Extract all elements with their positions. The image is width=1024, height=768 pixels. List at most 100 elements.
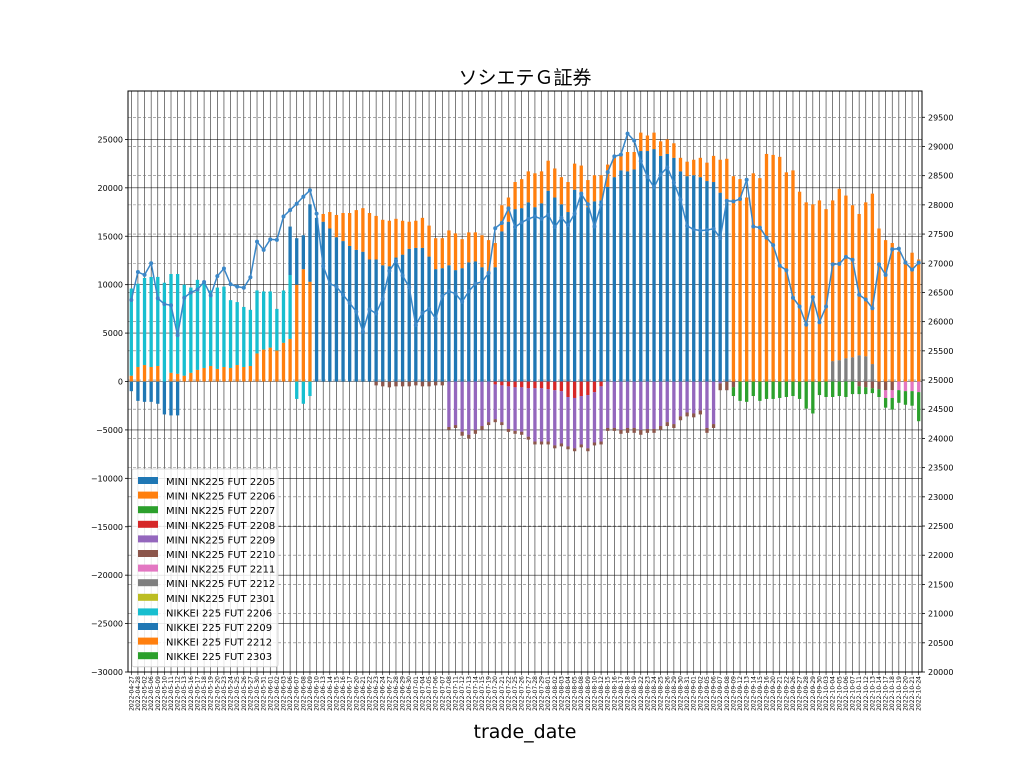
bar-segment (804, 202, 808, 382)
bar-segment (261, 349, 266, 382)
bar-segment (685, 381, 689, 413)
x-tick-label: 2022-05-17 (194, 676, 201, 711)
x-tick-label: 2022-06-22 (367, 676, 374, 711)
x-tick-label: 2022-07-05 (426, 676, 433, 711)
bar-segment (202, 367, 206, 382)
bar-segment (513, 381, 517, 388)
bar-segment (837, 360, 841, 382)
x-tick-label: 2022-06-27 (386, 676, 393, 711)
price-point (572, 211, 577, 216)
chart-title: ソシエテＧ証券 (458, 67, 591, 89)
bar-segment (169, 274, 173, 373)
x-tick-label: 2022-07-12 (459, 676, 466, 711)
price-point (420, 310, 425, 315)
bar-segment (566, 396, 570, 447)
x-tick-label: 2022-07-06 (433, 676, 440, 711)
bar-segment (844, 381, 848, 397)
bar-segment (645, 135, 650, 152)
price-point (149, 261, 154, 266)
bar-segment (486, 381, 491, 423)
price-point (221, 266, 226, 271)
bar-segment (354, 249, 358, 382)
x-tick-label: 2022-06-28 (393, 676, 400, 711)
price-point (407, 285, 412, 290)
bar-segment (301, 381, 305, 404)
price-point (347, 300, 352, 305)
y2-tick-label: 22500 (928, 522, 953, 531)
bar-segment (513, 387, 517, 431)
price-point (678, 197, 683, 202)
bar-segment (678, 171, 683, 382)
y-tick-label: −30000 (91, 668, 123, 677)
x-tick-label: 2022-08-17 (618, 676, 625, 711)
bar-segment (572, 397, 577, 449)
bar-segment (308, 381, 312, 397)
y2-tick-label: 23000 (928, 493, 953, 502)
bar-segment (500, 205, 504, 232)
x-tick-label: 2022-07-04 (419, 676, 426, 711)
bar-segment (705, 181, 709, 382)
price-point (473, 281, 478, 286)
bar-segment (473, 261, 478, 382)
bar-segment (718, 159, 722, 193)
x-tick-label: 2022-07-27 (525, 676, 532, 711)
price-point (453, 291, 458, 296)
bar-segment (705, 427, 709, 433)
bar-segment (910, 252, 914, 382)
price-point (612, 154, 617, 159)
legend-label: MINI NK225 FUT 2210 (166, 550, 275, 561)
price-point (268, 237, 273, 242)
bar-segment (209, 366, 213, 382)
y2-tick-label: 28000 (928, 201, 953, 210)
bar-segment (632, 152, 636, 170)
x-tick-label: 2022-06-01 (267, 676, 274, 711)
x-tick-label: 2022-06-02 (274, 676, 281, 711)
bar-segment (242, 306, 246, 367)
bar-segment (420, 381, 425, 387)
bar-segment (599, 386, 603, 442)
price-point (374, 311, 379, 316)
x-tick-label: 2022-05-02 (142, 676, 149, 711)
x-tick-label: 2022-08-15 (605, 676, 612, 711)
bar-segment (625, 152, 630, 172)
x-tick-label: 2022-04-27 (128, 676, 135, 711)
x-tick-label: 2022-09-30 (816, 676, 823, 711)
price-point (526, 216, 531, 221)
bar-segment (599, 381, 603, 387)
price-point (579, 191, 584, 196)
bar-segment (546, 441, 550, 445)
price-point (182, 295, 187, 300)
price-point (460, 299, 465, 304)
x-tick-label: 2022-06-07 (294, 676, 301, 711)
bar-segment (883, 240, 888, 382)
x-tick-label: 2022-04-28 (135, 676, 142, 711)
bar-segment (175, 381, 180, 416)
bar-segment (533, 388, 537, 442)
price-point (658, 172, 663, 177)
y2-tick-label: 29000 (928, 142, 953, 151)
price-point (890, 247, 895, 252)
x-tick-label: 2022-05-31 (261, 676, 268, 711)
legend-label: NIKKEI 225 FUT 2212 (166, 638, 272, 649)
x-tick-label: 2022-10-21 (909, 676, 916, 711)
price-point (685, 223, 690, 228)
x-tick-label: 2022-07-20 (492, 676, 499, 711)
x-tick-label: 2022-09-29 (810, 676, 817, 711)
x-tick-label: 2022-08-18 (625, 676, 632, 711)
bar-segment (824, 381, 828, 397)
x-tick-label: 2022-09-20 (770, 676, 777, 711)
bar-segment (606, 381, 610, 428)
x-tick-label: 2022-05-11 (168, 676, 175, 711)
legend-label: MINI NK225 FUT 2208 (166, 521, 275, 532)
x-tick-label: 2022-06-13 (320, 676, 327, 711)
bar-segment (857, 213, 861, 356)
bar-segment (202, 282, 206, 368)
x-tick-label: 2022-05-20 (214, 676, 221, 711)
bar-segment (586, 180, 590, 208)
bar-segment (579, 191, 583, 382)
bar-segment (142, 277, 147, 366)
x-tick-label: 2022-06-10 (314, 676, 321, 711)
bar-segment (539, 441, 544, 445)
bar-segment (579, 396, 583, 445)
y2-tick-label: 23500 (928, 464, 953, 473)
